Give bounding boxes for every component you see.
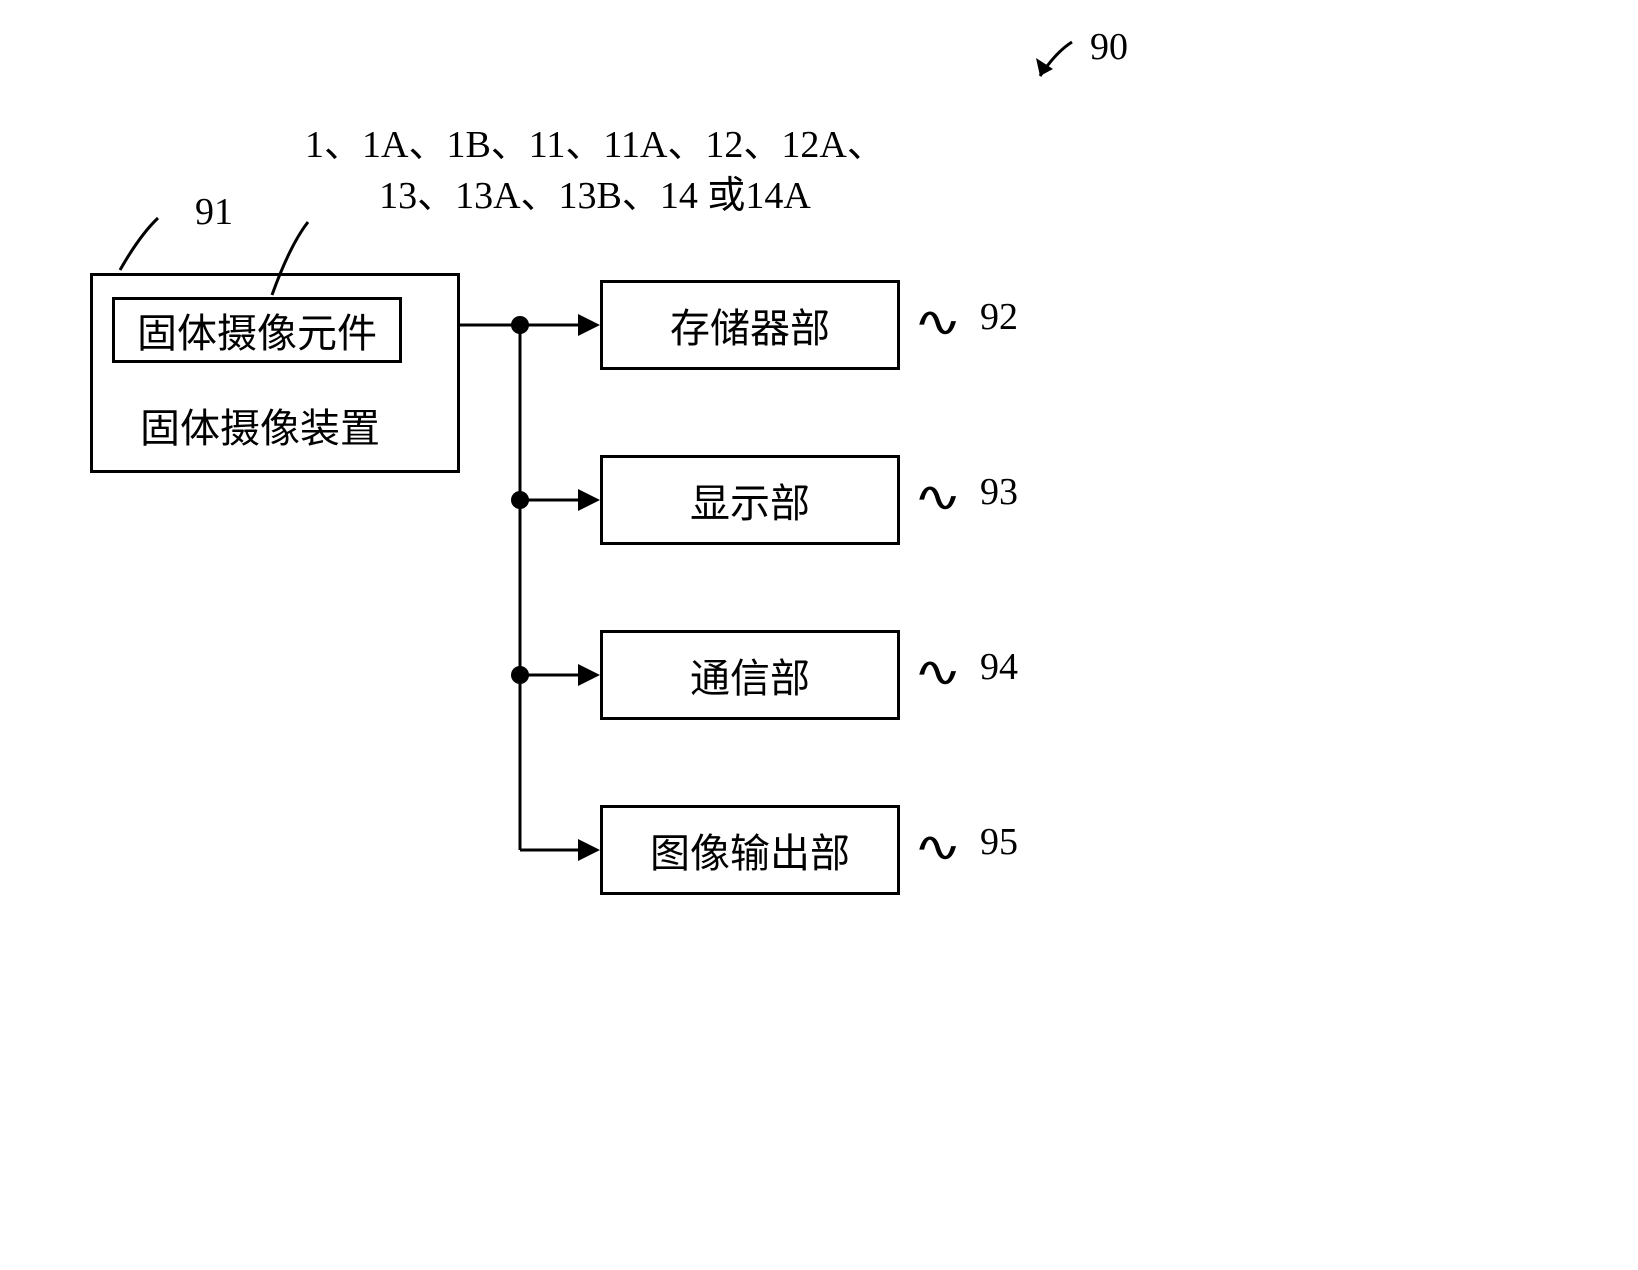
memory-section-box: 存储器部: [600, 280, 900, 370]
tilde-94: ∿: [913, 647, 962, 697]
ref-label-92: 92: [980, 295, 1018, 339]
ref-label-91: 91: [195, 190, 233, 234]
ref-list-line-1: 1、1A、1B、11、11A、12、12A、: [305, 120, 885, 171]
communication-section-box: 通信部: [600, 630, 900, 720]
memory-section-label: 存储器部: [670, 296, 830, 354]
display-section-label: 显示部: [690, 471, 810, 529]
ref-list-line-2: 13、13A、13B、14 或14A: [305, 171, 885, 222]
imaging-element-label: 固体摄像元件: [137, 301, 377, 359]
imaging-system-block-diagram: 90 1、1A、1B、11、11A、12、12A、 13、13A、13B、14 …: [0, 0, 1638, 1270]
component-reference-list: 1、1A、1B、11、11A、12、12A、 13、13A、13B、14 或14…: [305, 120, 885, 223]
ref-label-90: 90: [1090, 25, 1128, 69]
tilde-93: ∿: [913, 472, 962, 522]
imaging-element-box: 固体摄像元件: [112, 297, 402, 363]
display-section-box: 显示部: [600, 455, 900, 545]
ref-label-95: 95: [980, 820, 1018, 864]
communication-section-label: 通信部: [690, 646, 810, 704]
tilde-92: ∿: [913, 297, 962, 347]
image-output-section-label: 图像输出部: [650, 821, 850, 879]
ref-label-94: 94: [980, 645, 1018, 689]
image-output-section-box: 图像输出部: [600, 805, 900, 895]
ref-label-93: 93: [980, 470, 1018, 514]
imaging-device-label: 固体摄像装置: [140, 396, 380, 454]
tilde-95: ∿: [913, 822, 962, 872]
